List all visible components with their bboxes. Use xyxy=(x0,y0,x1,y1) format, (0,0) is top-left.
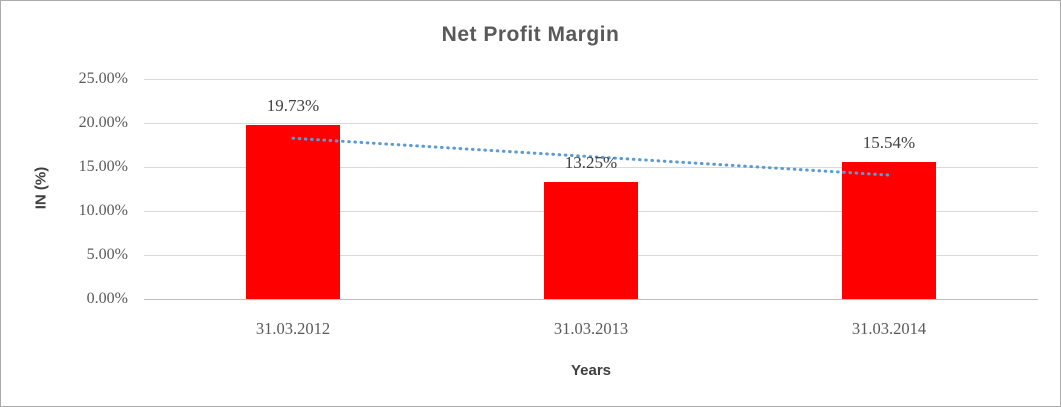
y-tick-label: 5.00% xyxy=(86,246,128,263)
y-tick-label: 15.00% xyxy=(78,158,128,175)
category-label: 31.03.2012 xyxy=(255,319,331,338)
y-tick-label: 20.00% xyxy=(78,114,128,131)
gridline xyxy=(144,299,1038,300)
bar[interactable] xyxy=(544,182,638,299)
gridline xyxy=(144,79,1038,80)
bar[interactable] xyxy=(246,125,340,299)
bar[interactable] xyxy=(842,162,936,299)
y-tick-label: 25.00% xyxy=(78,70,128,87)
data-label: 13.25% xyxy=(564,153,618,173)
gridline xyxy=(144,167,1038,168)
x-axis-title: Years xyxy=(570,362,612,379)
y-tick-label: 10.00% xyxy=(78,202,128,219)
y-tick-label: 0.00% xyxy=(86,290,128,307)
trendline-path[interactable] xyxy=(291,136,891,177)
gridline xyxy=(144,123,1038,124)
data-label: 15.54% xyxy=(862,133,916,153)
data-label: 19.73% xyxy=(266,96,320,116)
category-label: 31.03.2013 xyxy=(553,319,629,338)
chart-title: Net Profit Margin xyxy=(441,23,620,46)
category-label: 31.03.2014 xyxy=(851,319,927,338)
